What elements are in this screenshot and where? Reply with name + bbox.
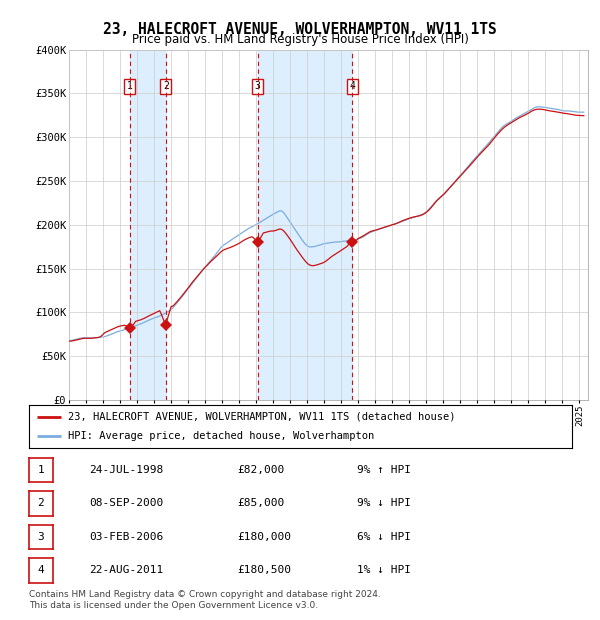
Text: 3: 3 xyxy=(37,532,44,542)
Text: HPI: Average price, detached house, Wolverhampton: HPI: Average price, detached house, Wolv… xyxy=(68,432,374,441)
Text: 2: 2 xyxy=(37,498,44,508)
Text: 1: 1 xyxy=(37,465,44,475)
Text: 23, HALECROFT AVENUE, WOLVERHAMPTON, WV11 1TS (detached house): 23, HALECROFT AVENUE, WOLVERHAMPTON, WV1… xyxy=(68,412,455,422)
Text: Price paid vs. HM Land Registry's House Price Index (HPI): Price paid vs. HM Land Registry's House … xyxy=(131,33,469,46)
Text: 22-AUG-2011: 22-AUG-2011 xyxy=(89,565,163,575)
Text: 03-FEB-2006: 03-FEB-2006 xyxy=(89,532,163,542)
Text: 2: 2 xyxy=(163,81,169,91)
Text: 1: 1 xyxy=(127,81,133,91)
Text: 1% ↓ HPI: 1% ↓ HPI xyxy=(357,565,411,575)
Bar xyxy=(130,50,166,400)
Text: 4: 4 xyxy=(37,565,44,575)
Text: 24-JUL-1998: 24-JUL-1998 xyxy=(89,465,163,475)
Text: 23, HALECROFT AVENUE, WOLVERHAMPTON, WV11 1TS: 23, HALECROFT AVENUE, WOLVERHAMPTON, WV1… xyxy=(103,22,497,37)
Text: 08-SEP-2000: 08-SEP-2000 xyxy=(89,498,163,508)
Text: Contains HM Land Registry data © Crown copyright and database right 2024.
This d: Contains HM Land Registry data © Crown c… xyxy=(29,590,380,609)
Text: £180,000: £180,000 xyxy=(237,532,291,542)
Text: £180,500: £180,500 xyxy=(237,565,291,575)
Text: 9% ↑ HPI: 9% ↑ HPI xyxy=(357,465,411,475)
Text: 4: 4 xyxy=(349,81,355,91)
Text: £82,000: £82,000 xyxy=(237,465,284,475)
Text: 9% ↓ HPI: 9% ↓ HPI xyxy=(357,498,411,508)
Text: 3: 3 xyxy=(255,81,260,91)
Text: £85,000: £85,000 xyxy=(237,498,284,508)
Text: 6% ↓ HPI: 6% ↓ HPI xyxy=(357,532,411,542)
Bar xyxy=(258,50,352,400)
